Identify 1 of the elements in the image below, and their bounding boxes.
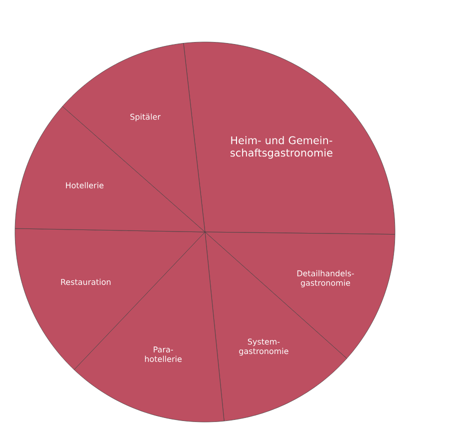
slice-label: Heim- und Gemein- schaftsgastronomie — [230, 136, 332, 159]
